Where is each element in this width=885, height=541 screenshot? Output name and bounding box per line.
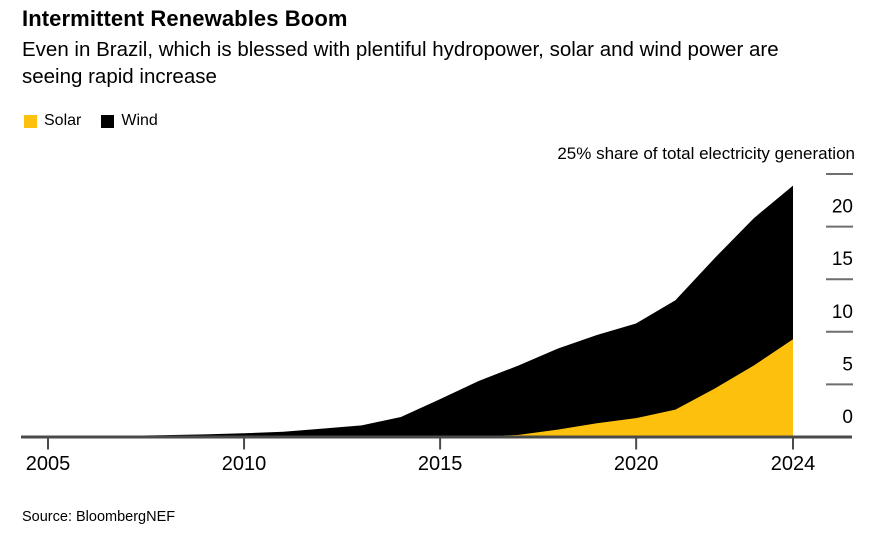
- solar-area: [21, 339, 793, 437]
- legend-label-solar: Solar: [44, 112, 82, 129]
- solar-swatch-icon: [24, 114, 37, 128]
- legend-item-wind: Wind: [101, 112, 158, 130]
- legend-label-wind: Wind: [121, 112, 158, 129]
- x-tick-label: 2024: [771, 453, 816, 475]
- y-tick-label: 0: [842, 407, 853, 428]
- y-tick-label: 15: [832, 249, 853, 270]
- y-tick-label: 20: [832, 197, 853, 218]
- source-note: Source: BloombergNEF: [22, 509, 176, 525]
- wind-area: [21, 185, 793, 437]
- x-tick-label: 2015: [418, 453, 463, 475]
- chart-subtitle: Even in Brazil, which is blessed with pl…: [22, 38, 779, 88]
- chart-title: Intermittent Renewables Boom: [22, 6, 348, 31]
- legend-item-solar: Solar: [24, 112, 81, 130]
- wind-swatch-icon: [101, 114, 115, 128]
- y-axis-title: 25% share of total electricity generatio…: [557, 144, 855, 163]
- x-tick-label: 2020: [614, 453, 659, 475]
- y-tick-label: 10: [832, 302, 853, 323]
- y-tick-label: 5: [842, 354, 853, 375]
- x-tick-label: 2010: [222, 453, 267, 475]
- x-tick-label: 2005: [26, 453, 71, 475]
- legend: Solar Wind: [24, 112, 158, 130]
